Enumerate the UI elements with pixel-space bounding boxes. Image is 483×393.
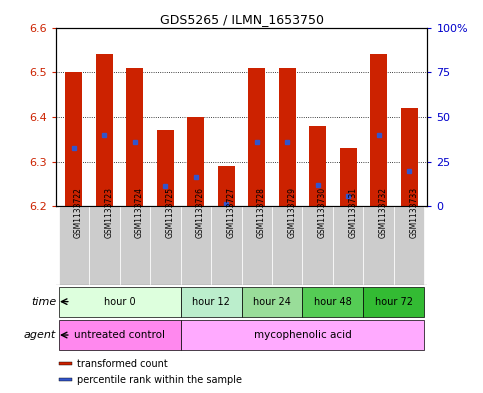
Bar xyxy=(181,286,242,317)
Text: GSM1133731: GSM1133731 xyxy=(348,187,357,238)
Bar xyxy=(58,206,89,285)
Bar xyxy=(279,68,296,206)
Bar xyxy=(150,206,181,285)
Bar xyxy=(96,54,113,206)
Text: GSM1133726: GSM1133726 xyxy=(196,187,205,238)
Text: percentile rank within the sample: percentile rank within the sample xyxy=(77,375,242,384)
Bar xyxy=(181,206,211,285)
Bar xyxy=(363,206,394,285)
Bar xyxy=(309,126,326,206)
Bar xyxy=(181,320,425,350)
Bar xyxy=(58,286,181,317)
Bar xyxy=(242,286,302,317)
Bar xyxy=(363,286,425,317)
Text: GSM1133727: GSM1133727 xyxy=(226,187,235,238)
Bar xyxy=(59,362,72,365)
Bar xyxy=(120,206,150,285)
Text: GSM1133733: GSM1133733 xyxy=(409,187,418,238)
Text: hour 72: hour 72 xyxy=(375,297,413,307)
Bar xyxy=(248,68,265,206)
Text: hour 12: hour 12 xyxy=(192,297,230,307)
Text: hour 0: hour 0 xyxy=(104,297,135,307)
Bar xyxy=(401,108,417,206)
Text: hour 24: hour 24 xyxy=(253,297,291,307)
Bar xyxy=(127,68,143,206)
Text: GSM1133725: GSM1133725 xyxy=(165,187,174,238)
Bar xyxy=(302,286,363,317)
Bar xyxy=(302,206,333,285)
Bar xyxy=(333,206,363,285)
Text: GSM1133730: GSM1133730 xyxy=(318,187,327,238)
Bar xyxy=(89,206,120,285)
Text: GSM1133723: GSM1133723 xyxy=(104,187,114,238)
Bar xyxy=(242,206,272,285)
Bar xyxy=(187,117,204,206)
Text: time: time xyxy=(31,297,56,307)
Text: untreated control: untreated control xyxy=(74,330,165,340)
Text: GSM1133732: GSM1133732 xyxy=(379,187,388,238)
Bar xyxy=(340,148,356,206)
Text: GSM1133728: GSM1133728 xyxy=(257,187,266,238)
Bar xyxy=(370,54,387,206)
Bar xyxy=(272,206,302,285)
Text: agent: agent xyxy=(24,330,56,340)
Text: GSM1133729: GSM1133729 xyxy=(287,187,296,238)
Title: GDS5265 / ILMN_1653750: GDS5265 / ILMN_1653750 xyxy=(159,13,324,26)
Text: hour 48: hour 48 xyxy=(314,297,352,307)
Text: transformed count: transformed count xyxy=(77,358,168,369)
Text: GSM1133724: GSM1133724 xyxy=(135,187,144,238)
Bar xyxy=(218,166,235,206)
Bar xyxy=(211,206,242,285)
Bar xyxy=(157,130,174,206)
Bar xyxy=(394,206,425,285)
Text: GSM1133722: GSM1133722 xyxy=(74,187,83,238)
Text: mycophenolic acid: mycophenolic acid xyxy=(254,330,351,340)
Bar xyxy=(66,72,82,206)
Bar xyxy=(58,320,181,350)
Bar xyxy=(59,378,72,381)
